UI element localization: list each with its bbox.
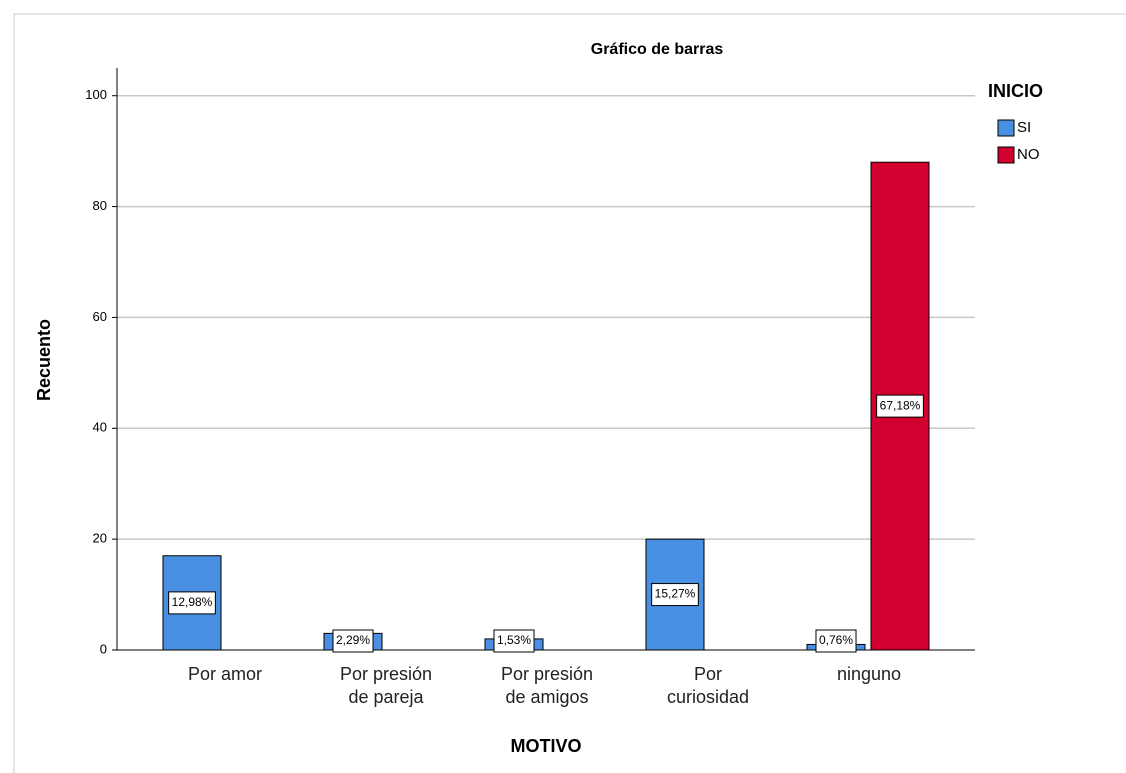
y-tick-label: 80	[93, 198, 107, 213]
value-label-box	[815, 629, 857, 653]
y-tick-label: 100	[85, 87, 107, 102]
value-label-box	[168, 591, 216, 615]
value-label-box	[493, 629, 535, 653]
legend-label: NO	[1017, 146, 1040, 163]
value-label: 1,53%	[497, 633, 531, 647]
x-axis-label: MOTIVO	[511, 736, 582, 756]
y-tick-label: 60	[93, 309, 107, 324]
value-label: 0,76%	[819, 633, 853, 647]
x-tick-label: Por presión de amigos	[501, 664, 593, 707]
value-label: 15,27%	[655, 587, 696, 601]
legend-label: SI	[1017, 119, 1031, 136]
value-label-box	[876, 394, 924, 418]
y-axis-label: Recuento	[34, 319, 54, 401]
value-label-box	[651, 583, 699, 607]
legend-title: INICIO	[988, 81, 1043, 101]
frame	[13, 13, 1126, 773]
y-tick-label: 20	[93, 531, 107, 546]
chart-title: Gráfico de barras	[591, 41, 724, 58]
x-tick-label: Por curiosidad	[667, 664, 749, 707]
x-tick-label: ninguno	[837, 664, 901, 684]
value-label-box	[332, 629, 374, 653]
x-tick-label: Por presión de pareja	[340, 664, 432, 707]
value-label: 2,29%	[336, 633, 370, 647]
legend-swatch	[997, 119, 1015, 137]
value-label: 12,98%	[172, 595, 213, 609]
y-tick-label: 40	[93, 420, 107, 435]
value-label: 67,18%	[880, 398, 921, 412]
y-tick-label: 0	[100, 641, 107, 656]
legend-swatch	[997, 146, 1015, 164]
x-tick-label: Por amor	[188, 664, 262, 684]
